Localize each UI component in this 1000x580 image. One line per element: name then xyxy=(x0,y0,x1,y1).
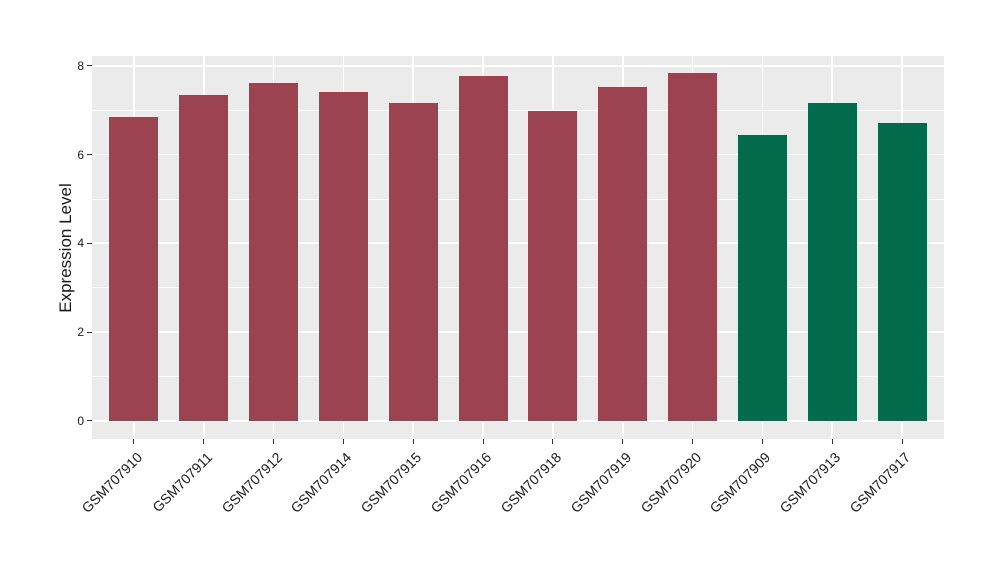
gridline-minor-y xyxy=(92,376,944,377)
x-tick-mark xyxy=(901,439,903,444)
x-tick-mark xyxy=(761,439,763,444)
gridline-minor-y xyxy=(92,287,944,289)
bar xyxy=(598,87,648,421)
gridline-major-y xyxy=(92,153,944,156)
x-tick-mark xyxy=(203,439,205,444)
bar xyxy=(318,92,368,421)
y-tick-mark xyxy=(87,420,92,422)
x-tick-mark xyxy=(273,439,275,444)
bar xyxy=(528,111,578,421)
x-tick-mark xyxy=(692,439,694,444)
y-tick-label: 4 xyxy=(77,236,84,251)
x-tick-mark xyxy=(831,439,833,444)
y-tick-label: 6 xyxy=(77,147,84,162)
bar xyxy=(388,102,438,421)
plot-panel xyxy=(92,56,944,439)
gridline-major-y xyxy=(92,242,944,245)
x-tick-mark xyxy=(412,439,414,444)
y-tick-mark xyxy=(87,154,92,156)
gridline-minor-y xyxy=(92,198,944,200)
bar xyxy=(877,123,927,421)
y-tick-label: 0 xyxy=(77,413,84,428)
x-tick-mark xyxy=(133,439,135,444)
bar xyxy=(458,75,508,421)
bar xyxy=(179,95,229,421)
bar xyxy=(737,134,787,421)
x-tick-mark xyxy=(622,439,624,444)
gridline-major-y xyxy=(92,420,944,422)
bar xyxy=(249,83,298,421)
bar xyxy=(807,103,857,421)
y-tick-label: 8 xyxy=(77,58,84,73)
bar xyxy=(109,117,159,421)
x-tick-mark xyxy=(552,439,554,444)
x-tick-label: GSM707910 xyxy=(78,449,146,516)
x-tick-mark xyxy=(342,439,344,444)
bar xyxy=(668,73,718,421)
y-tick-mark xyxy=(87,242,92,244)
gridline-major-y xyxy=(92,331,944,333)
y-tick-mark xyxy=(87,331,92,333)
y-tick-label: 2 xyxy=(77,325,84,340)
gridline-minor-y xyxy=(92,109,944,111)
gridline-major-y xyxy=(92,64,944,67)
y-tick-mark xyxy=(87,65,92,67)
x-tick-mark xyxy=(482,439,484,444)
